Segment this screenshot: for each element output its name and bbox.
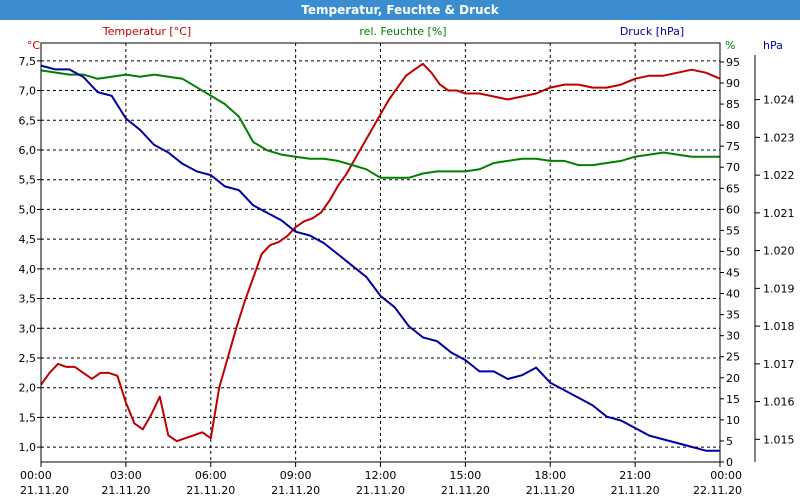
temperature-tick-label: 2,5 [19, 352, 37, 365]
temperature-tick-label: 4,0 [19, 263, 37, 276]
x-tick-label-date: 21.11.20 [20, 484, 69, 497]
x-tick-label-time: 12:00 [365, 469, 397, 482]
humidity-tick-label: 40 [726, 288, 740, 301]
x-tick-label-date: 21.11.20 [526, 484, 575, 497]
series-line-temperature [40, 62, 721, 443]
humidity-tick-label: 80 [726, 119, 740, 132]
humidity-tick-label: 20 [726, 372, 740, 385]
temperature-tick-label: 6,5 [19, 114, 37, 127]
humidity-tick-label: 50 [726, 245, 740, 258]
temperature-tick-label: 5,0 [19, 203, 37, 216]
humidity-tick-label: 65 [726, 182, 740, 195]
series-line-humidity [40, 69, 720, 179]
grid [41, 43, 720, 462]
pressure-tick-label: 1.021 [763, 207, 795, 220]
x-tick-label-time: 15:00 [450, 469, 482, 482]
humidity-tick-label: 85 [726, 98, 740, 111]
series-lines [40, 62, 721, 452]
humidity-tick-label: 90 [726, 77, 740, 90]
humidity-tick-label: 5 [726, 435, 733, 448]
temperature-tick-label: 6,0 [19, 144, 37, 157]
x-tick-label-time: 00:00 [710, 469, 742, 482]
x-tick-label-date: 21.11.20 [101, 484, 150, 497]
pressure-tick-label: 1.018 [763, 320, 795, 333]
pressure-unit: hPa [763, 39, 783, 52]
temperature-tick-label: 7,5 [19, 55, 37, 68]
pressure-tick-label: 1.016 [763, 396, 795, 409]
temperature-unit: °C [27, 39, 41, 52]
x-tick-label-time: 09:00 [280, 469, 312, 482]
humidity-tick-label: 70 [726, 161, 740, 174]
pressure-tick-label: 1.023 [763, 131, 795, 144]
pressure-axis-label: Druck [hPa] [620, 25, 684, 38]
temperature-tick-label: 5,5 [19, 174, 37, 187]
humidity-axis-label: rel. Feuchte [%] [359, 25, 446, 38]
humidity-tick-label: 95 [726, 56, 740, 69]
pressure-tick-label: 1.019 [763, 282, 795, 295]
x-tick-label-date: 21.11.20 [356, 484, 405, 497]
pressure-tick-label: 1.020 [763, 245, 795, 258]
x-tick-label-time: 00:00 [20, 469, 52, 482]
x-tick-label-date: 22.11.20 [693, 484, 742, 497]
humidity-tick-label: 35 [726, 309, 740, 322]
x-tick-label-time: 06:00 [195, 469, 227, 482]
humidity-tick-label: 60 [726, 203, 740, 216]
x-tick-label-time: 03:00 [110, 469, 142, 482]
temperature-tick-label: 1,0 [19, 441, 37, 454]
x-tick-label-date: 21.11.20 [611, 484, 660, 497]
temperature-tick-label: 2,0 [19, 382, 37, 395]
series-line-pressure [40, 64, 720, 452]
x-tick-label-date: 21.11.20 [441, 484, 490, 497]
humidity-tick-label: 25 [726, 351, 740, 364]
x-tick-label-date: 21.11.20 [271, 484, 320, 497]
humidity-tick-label: 45 [726, 267, 740, 280]
pressure-tick-label: 1.017 [763, 358, 795, 371]
temperature-tick-label: 4,5 [19, 233, 37, 246]
temperature-tick-label: 7,0 [19, 85, 37, 98]
x-tick-label-time: 21:00 [619, 469, 651, 482]
humidity-tick-label: 75 [726, 140, 740, 153]
x-tick-label-time: 18:00 [534, 469, 566, 482]
humidity-tick-label: 55 [726, 224, 740, 237]
pressure-tick-label: 1.022 [763, 169, 795, 182]
humidity-tick-label: 15 [726, 393, 740, 406]
temperature-tick-label: 1,5 [19, 411, 37, 424]
axes: 00:00 21.11.20 03:00 21.11.20 06:00 21.11.20 0… [19, 55, 795, 497]
humidity-tick-label: 30 [726, 330, 740, 343]
pressure-tick-label: 1.015 [763, 433, 795, 446]
x-tick-label-date: 21.11.20 [186, 484, 235, 497]
temperature-tick-label: 3,5 [19, 293, 37, 306]
humidity-unit: % [725, 39, 735, 52]
pressure-tick-label: 1.024 [763, 94, 795, 107]
window-title: Temperatur, Feuchte & Druck [0, 0, 800, 20]
humidity-tick-label: 10 [726, 414, 740, 427]
humidity-tick-label: 0 [726, 456, 733, 469]
temperature-axis-label: Temperatur [°C] [102, 25, 191, 38]
temperature-tick-label: 3,0 [19, 322, 37, 335]
